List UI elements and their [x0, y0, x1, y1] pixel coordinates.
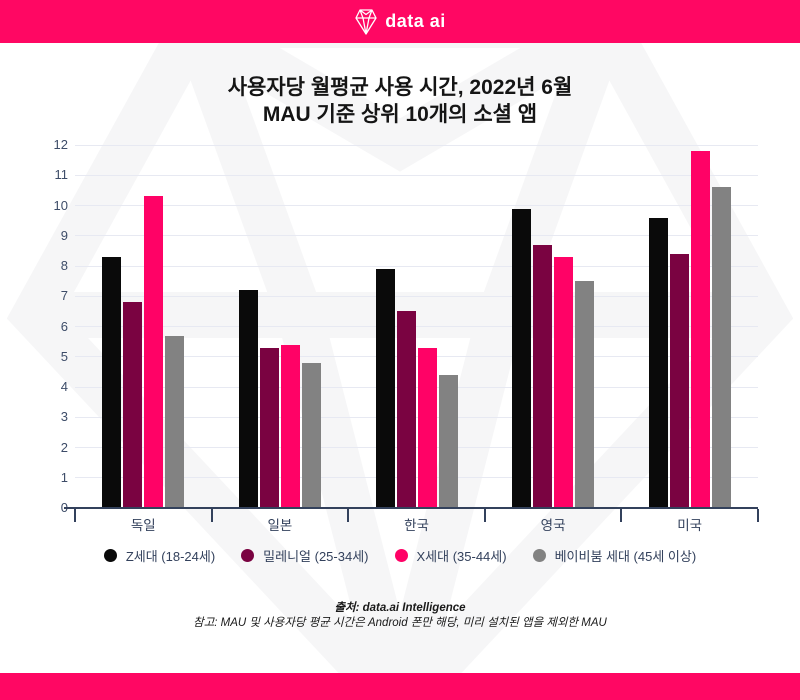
- y-axis-label: 4: [60, 379, 68, 394]
- axis-tick: [483, 509, 486, 522]
- bar-일본-베이비붐 세대 (45세 이상): [301, 362, 321, 508]
- chart-legend: Z세대 (18-24세) 밀레니얼 (25-34세) X세대 (35-44세) 베이비…: [0, 546, 800, 565]
- header-bar: data ai: [0, 0, 800, 43]
- bar-일본-Z세대 (18-24세): [238, 290, 258, 508]
- gridline: [75, 144, 758, 146]
- bar-독일-베이비붐 세대 (45세 이상): [165, 335, 185, 508]
- legend-dot-icon: [241, 549, 255, 562]
- axis-tick: [74, 509, 76, 522]
- chart-title-line2: MAU 기준 상위 10개의 소셜 앱: [262, 103, 538, 126]
- bar-한국-베이비붐 세대 (45세 이상): [438, 374, 458, 508]
- legend-dot-icon: [532, 549, 546, 562]
- chart-title: 사용자당 월평균 사용 시간, 2022년 6월 MAU 기준 상위 10개의 …: [0, 74, 800, 128]
- legend-item: 밀레니얼 (25-34세): [241, 546, 369, 565]
- bar-한국-Z세대 (18-24세): [375, 269, 395, 508]
- axis-tick: [347, 509, 350, 522]
- y-axis-label: 2: [60, 439, 68, 455]
- bar-미국-Z세대 (18-24세): [648, 217, 668, 508]
- legend-item: Z세대 (18-24세): [103, 546, 216, 565]
- y-axis-label: 9: [60, 227, 68, 243]
- bar-한국-X세대 (35-44세): [417, 347, 437, 508]
- bar-독일-밀레니얼 (25-34세): [123, 302, 143, 508]
- x-axis-label: 영국: [540, 518, 566, 533]
- x-axis-line: [64, 507, 758, 509]
- logo-text: data ai: [385, 11, 446, 31]
- axis-tick: [757, 509, 759, 522]
- x-axis-label: 한국: [404, 518, 429, 533]
- bar-독일-Z세대 (18-24세): [102, 256, 122, 508]
- gridline: [75, 174, 758, 176]
- bar-미국-X세대 (35-44세): [690, 151, 710, 508]
- legend-label: X세대 (35-44세): [416, 549, 507, 564]
- y-axis-label: 3: [60, 409, 68, 425]
- bar-영국-베이비붐 세대 (45세 이상): [575, 281, 595, 508]
- legend-label: Z세대 (18-24세): [125, 549, 216, 564]
- legend-item: X세대 (35-44세): [394, 546, 507, 565]
- source-note: 출처: data.ai Intelligence: [334, 602, 466, 614]
- bar-미국-밀레니얼 (25-34세): [669, 253, 689, 508]
- legend-label: 베이비붐 세대 (45세 이상): [554, 549, 697, 564]
- x-axis-label: 독일: [130, 518, 156, 533]
- bar-영국-Z세대 (18-24세): [512, 208, 532, 508]
- y-axis-label: 6: [60, 318, 68, 334]
- bar-영국-밀레니얼 (25-34세): [533, 244, 553, 508]
- y-axis-label: 10: [53, 197, 68, 213]
- legend-dot-icon: [394, 549, 408, 562]
- gem-icon: [355, 8, 377, 35]
- bar-일본-X세대 (35-44세): [280, 344, 300, 508]
- bar-미국-베이비붐 세대 (45세 이상): [711, 187, 731, 508]
- bar-한국-밀레니얼 (25-34세): [396, 311, 416, 508]
- bar-독일-X세대 (35-44세): [144, 196, 164, 508]
- legend-item: 베이비붐 세대 (45세 이상): [532, 546, 697, 565]
- footnote: 참고: MAU 및 사용자당 평균 시간은 Android 폰만 해당, 미리 …: [193, 617, 607, 629]
- y-axis-label: 0: [32, 500, 68, 515]
- y-axis-label: 11: [54, 167, 69, 183]
- axis-tick: [210, 509, 213, 522]
- bar-일본-밀레니얼 (25-34세): [259, 347, 279, 508]
- x-axis-label: 미국: [677, 518, 703, 533]
- y-axis-label: 12: [53, 137, 68, 152]
- footer-bar: [0, 673, 800, 700]
- gridline: [75, 205, 758, 206]
- x-axis-label: 일본: [267, 518, 293, 533]
- y-axis-label: 5: [60, 348, 68, 364]
- y-axis-label: 8: [60, 258, 68, 273]
- axis-tick: [620, 509, 623, 522]
- y-axis-label: 7: [60, 288, 68, 304]
- chart-title-line1: 사용자당 월평균 사용 시간, 2022년 6월: [227, 76, 573, 99]
- data-ai-logo: data ai: [354, 8, 446, 36]
- legend-label: 밀레니얼 (25-34세): [263, 549, 369, 564]
- y-axis-label: 1: [60, 469, 68, 485]
- legend-dot-icon: [103, 549, 117, 562]
- bar-영국-X세대 (35-44세): [554, 256, 574, 508]
